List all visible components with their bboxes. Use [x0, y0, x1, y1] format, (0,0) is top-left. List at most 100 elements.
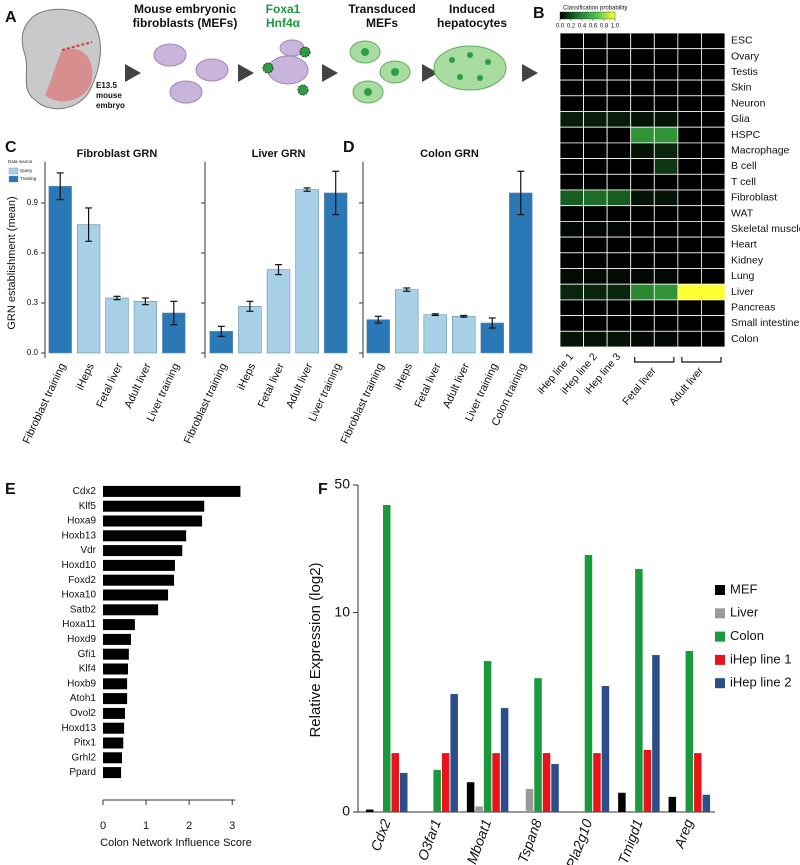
- heatmap-cell: [583, 268, 608, 285]
- x-tick-label: Adult liver: [441, 361, 472, 410]
- arrow: [125, 64, 141, 82]
- y-tick-label: Ovol2: [70, 708, 97, 719]
- bar: [103, 604, 159, 616]
- heatmap-cell: [701, 173, 726, 191]
- legend-label: iHep line 2: [730, 675, 791, 690]
- nucleus: [467, 52, 473, 58]
- row-label: Skeletal muscle: [731, 223, 800, 235]
- y-tick-label: Atoh1: [70, 693, 97, 704]
- y-tick-label: 0: [342, 803, 350, 819]
- arrow: [238, 64, 254, 82]
- x-tick-label: Adult liver: [122, 361, 153, 410]
- heatmap-cell: [677, 205, 702, 222]
- bar: [103, 737, 124, 749]
- row-label: Ovary: [731, 50, 760, 62]
- heatmap-cell: [583, 315, 608, 332]
- heatmap-cell: [630, 111, 655, 128]
- heatmap-cell: [606, 252, 632, 269]
- heatmap-cell: [583, 252, 608, 269]
- error-bar: [488, 317, 496, 329]
- virus: [297, 84, 309, 96]
- bar: [542, 753, 551, 812]
- heatmap-cell: [653, 142, 679, 159]
- fibroblast-cell: [267, 55, 309, 85]
- heatmap-cell: [653, 330, 679, 348]
- fibroblast-cell: [195, 58, 229, 82]
- heatmap-cell: [677, 32, 702, 50]
- error-bar: [403, 287, 411, 292]
- diagram: E13.5 mouse embryo Mouse embryonic fibro…: [21, 2, 538, 110]
- chart-title: Colon GRN: [420, 148, 479, 160]
- heatmap-cell: [701, 268, 726, 285]
- panel-label: B: [533, 5, 545, 22]
- heatmap-cell: [701, 142, 726, 159]
- bar: [551, 764, 559, 812]
- heatmap-cell: [701, 252, 726, 269]
- bar: [452, 316, 476, 354]
- x-tick-label: iHeps: [235, 361, 258, 392]
- heatmap-cell: [653, 48, 679, 65]
- bar: [103, 633, 131, 645]
- x-tick-label: Cdx2: [367, 817, 393, 853]
- row-label: T cell: [731, 176, 756, 188]
- step-label: Induced: [449, 2, 495, 16]
- heatmap-cell: [653, 236, 679, 254]
- row-label: Heart: [731, 239, 757, 251]
- heatmap-cell: [559, 126, 584, 144]
- heatmap-cell: [701, 315, 726, 332]
- y-tick-label: 0.9: [27, 198, 39, 207]
- embryo-label: mouse: [96, 91, 122, 100]
- row-label: Kidney: [731, 254, 764, 266]
- y-tick-label: Satb2: [70, 604, 97, 615]
- heatmap-cell: [606, 315, 632, 332]
- heatmap-cell: [701, 220, 726, 238]
- y-tick-label: Ppard: [69, 767, 96, 778]
- heatmap-cell: [677, 79, 702, 97]
- bar: [483, 661, 492, 812]
- legend-label: iHep line 1: [730, 651, 791, 666]
- x-tick-label: Fetal liver: [256, 361, 287, 410]
- heatmap-cell: [630, 158, 655, 175]
- heatmap-cell: [583, 173, 608, 191]
- bar: [323, 192, 348, 354]
- y-tick-label: Hoxa9: [67, 516, 96, 527]
- legend-swatch: [715, 631, 725, 642]
- legend-label: Training: [20, 176, 37, 181]
- heatmap-cell: [630, 32, 655, 50]
- fibroblast-cell: [153, 43, 187, 67]
- bar: [383, 504, 391, 812]
- x-tick-label: 0: [100, 820, 106, 832]
- heatmap-cell: [701, 32, 726, 50]
- x-axis-label: Colon Network Influence Score: [100, 837, 252, 849]
- panel-label: F: [318, 481, 328, 498]
- x-tick-label: 1: [143, 820, 149, 832]
- y-tick-label: 0.3: [27, 298, 39, 307]
- row-label: ESC: [731, 35, 753, 47]
- heatmap-cell: [559, 252, 584, 269]
- colorbar: [559, 11, 616, 20]
- x-tick-label: 3: [229, 820, 235, 832]
- bar: [643, 749, 652, 812]
- panel-label: E: [5, 481, 16, 498]
- bar: [366, 319, 390, 354]
- row-label: B cell: [731, 160, 757, 172]
- heatmap-cell: [630, 205, 655, 222]
- x-tick-label: Fetal liver: [94, 361, 125, 410]
- panel-label: A: [5, 9, 17, 26]
- heatmap-cell: [630, 299, 655, 316]
- bar: [475, 806, 483, 812]
- y-tick-label: Hoxd13: [62, 723, 97, 734]
- heatmap-cell: [677, 268, 702, 285]
- bar: [391, 753, 399, 812]
- step-label: hepatocytes: [437, 16, 507, 30]
- bar: [492, 753, 500, 812]
- heatmap-cell: [677, 283, 702, 301]
- heatmap-cell: [677, 252, 702, 269]
- y-axis-label: Relative Expression (log2): [307, 562, 324, 737]
- nucleus: [361, 48, 369, 56]
- bar: [525, 788, 534, 812]
- bar: [593, 753, 601, 812]
- virus: [299, 46, 311, 58]
- error-bar: [431, 313, 439, 317]
- embryo-region: [45, 48, 93, 102]
